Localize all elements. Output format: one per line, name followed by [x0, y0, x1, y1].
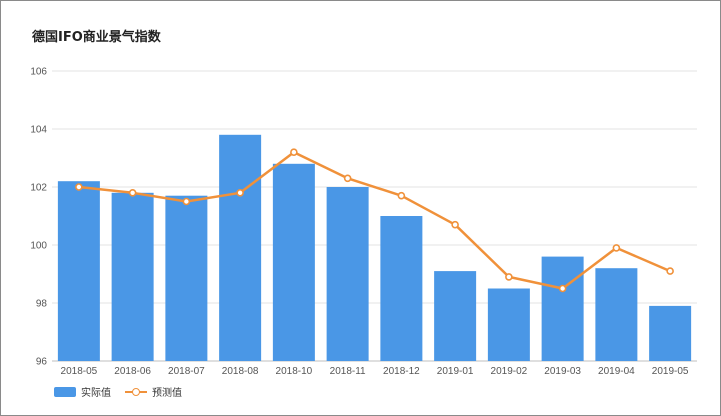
bar-actual[interactable] — [541, 256, 584, 361]
forecast-point[interactable] — [612, 244, 621, 252]
x-tick-label: 2018-06 — [114, 366, 151, 377]
legend-label-forecast: 预测值 — [152, 388, 182, 399]
bar-actual[interactable] — [111, 192, 154, 361]
legend-label-actual: 实际值 — [81, 388, 111, 399]
forecast-line — [78, 150, 671, 290]
forecast-point[interactable] — [505, 273, 513, 281]
forecast-point[interactable] — [666, 267, 674, 275]
x-tick-label: 2019-02 — [491, 366, 528, 377]
y-tick-label: 96 — [36, 357, 48, 368]
y-tick-label: 98 — [36, 299, 48, 310]
forecast-point[interactable] — [75, 183, 83, 191]
forecast-point[interactable] — [558, 284, 567, 293]
y-tick-label: 106 — [30, 67, 47, 78]
forecast-point[interactable] — [128, 189, 137, 197]
bar-actual[interactable] — [57, 181, 100, 361]
bar-actual[interactable] — [595, 268, 638, 361]
bar-actual[interactable] — [434, 271, 477, 361]
y-tick-label: 102 — [30, 183, 47, 194]
bar-actual[interactable] — [326, 187, 369, 361]
legend-item-actual[interactable]: 实际值 — [54, 384, 111, 399]
x-tick-label: 2018-12 — [383, 366, 420, 377]
forecast-point[interactable] — [182, 197, 191, 206]
x-tick-label: 2018-05 — [61, 366, 98, 377]
bar-actual[interactable] — [380, 216, 423, 361]
x-tick-label: 2018-08 — [222, 366, 259, 377]
legend: 实际值 预测值 — [54, 384, 196, 399]
forecast-point[interactable] — [397, 191, 406, 200]
forecast-point[interactable] — [343, 174, 352, 183]
chart-title: 德国IFO商业景气指数 — [32, 30, 161, 45]
y-tick-label: 104 — [30, 125, 47, 136]
x-tick-label: 2018-10 — [276, 366, 313, 377]
bar-actual[interactable] — [487, 288, 530, 362]
forecast-point[interactable] — [451, 220, 459, 229]
legend-item-forecast[interactable]: 预测值 — [125, 384, 182, 399]
forecast-point[interactable] — [290, 148, 298, 156]
bar-actual[interactable] — [649, 305, 692, 361]
x-tick-label: 2019-04 — [598, 366, 635, 377]
bar-actual[interactable] — [219, 134, 262, 361]
x-tick-label: 2019-01 — [437, 366, 474, 377]
legend-swatch-actual — [54, 386, 76, 397]
x-tick-label: 2018-07 — [168, 366, 205, 377]
bar-actual[interactable] — [272, 163, 315, 361]
x-tick-label: 2019-03 — [544, 366, 581, 377]
x-tick-label: 2019-05 — [652, 366, 689, 377]
y-tick-label: 100 — [30, 241, 47, 252]
bar-actual[interactable] — [165, 195, 208, 361]
forecast-point[interactable] — [236, 189, 244, 197]
x-tick-label: 2018-11 — [330, 366, 366, 377]
legend-swatch-forecast — [125, 387, 147, 397]
